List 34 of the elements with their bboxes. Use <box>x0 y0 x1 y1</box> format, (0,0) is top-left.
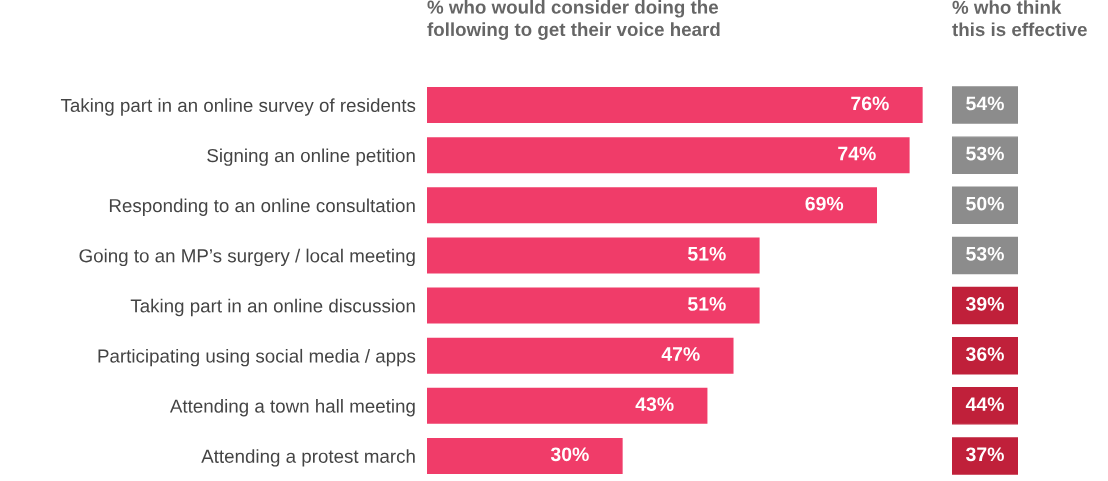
y-tick-label: Attending a town hall meeting <box>169 399 415 417</box>
bar <box>427 187 877 224</box>
bar <box>427 237 760 274</box>
data-label: 51% <box>687 297 726 311</box>
data-label: 53% <box>966 146 1004 161</box>
y-tick-label: Taking part in an online survey of residents <box>60 98 416 116</box>
y-tick-label: Responding to an online consultation <box>109 198 415 216</box>
bar <box>427 437 623 474</box>
y-tick-label: Going to an MP’s surgery / local meeting <box>79 248 415 267</box>
y-tick-label: Attending a protest march <box>201 449 415 467</box>
chart-title: % who would consider doing the following to get their voice heard <box>427 0 720 40</box>
y-tick-label: Participating using social media / apps <box>98 348 416 367</box>
data-label: 50% <box>966 196 1004 211</box>
text: % who think this is effective <box>952 0 1087 37</box>
data-label: 36% <box>965 347 1004 361</box>
data-label: 47% <box>661 347 700 361</box>
y-tick-label: Signing an online petition <box>207 148 415 166</box>
bar <box>427 137 910 174</box>
data-label: 53% <box>966 246 1004 261</box>
data-label: 39% <box>965 297 1004 311</box>
bar <box>427 87 923 124</box>
data-label: 51% <box>687 246 726 261</box>
data-label: 54% <box>966 96 1004 111</box>
data-label: 37% <box>965 447 1004 462</box>
bar <box>427 387 708 424</box>
data-label: 69% <box>805 196 844 211</box>
data-label: 43% <box>635 397 674 412</box>
data-label: 30% <box>550 447 589 462</box>
data-label: 44% <box>965 397 1004 411</box>
data-label: 74% <box>838 146 876 161</box>
bar <box>427 287 760 324</box>
data-label: 76% <box>851 96 889 111</box>
y-tick-label: Taking part in an online discussion <box>130 298 415 317</box>
bar <box>427 337 734 374</box>
